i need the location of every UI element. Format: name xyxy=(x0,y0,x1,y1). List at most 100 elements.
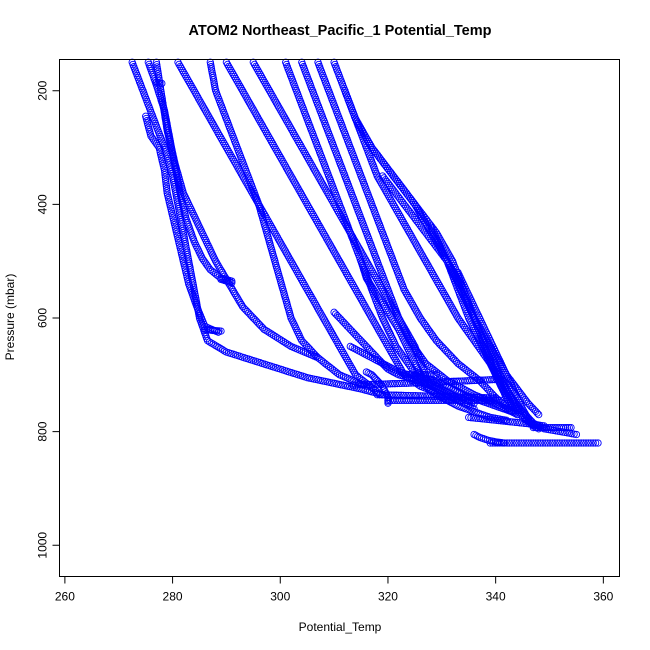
data-point xyxy=(577,439,585,447)
data-point xyxy=(505,439,514,447)
data-point xyxy=(272,231,280,239)
data-point xyxy=(386,346,394,355)
data-point xyxy=(326,326,334,334)
data-point xyxy=(220,347,229,355)
data-point xyxy=(412,396,420,405)
data-point xyxy=(394,208,402,217)
data-point xyxy=(416,392,424,400)
data-point xyxy=(162,180,170,188)
data-point xyxy=(459,396,467,405)
data-point xyxy=(372,289,380,298)
data-point xyxy=(328,245,337,253)
data-point xyxy=(352,115,360,123)
data-point xyxy=(252,111,261,119)
data-point xyxy=(488,416,496,424)
data-point xyxy=(449,396,457,405)
data-point xyxy=(511,407,519,415)
data-point xyxy=(413,243,422,251)
data-point xyxy=(393,344,402,352)
data-point xyxy=(340,265,348,273)
data-point xyxy=(510,439,518,447)
data-point xyxy=(355,292,363,300)
data-point xyxy=(383,306,391,315)
data-point xyxy=(185,78,194,87)
data-point xyxy=(472,414,480,422)
data-point xyxy=(175,60,183,69)
data-point xyxy=(442,294,451,302)
data-point xyxy=(307,292,315,300)
data-point xyxy=(330,247,338,255)
data-point xyxy=(207,117,216,125)
data-point xyxy=(548,439,557,447)
data-point xyxy=(256,70,264,79)
data-point xyxy=(502,388,511,396)
data-point xyxy=(203,337,212,345)
data-point xyxy=(300,279,308,288)
data-point xyxy=(398,216,407,225)
data-point xyxy=(432,371,441,379)
data-point xyxy=(230,158,239,166)
data-point xyxy=(395,210,403,219)
data-point xyxy=(212,257,220,265)
data-point xyxy=(423,323,431,332)
data-point xyxy=(270,227,278,235)
data-point xyxy=(275,335,284,343)
data-point xyxy=(378,391,386,399)
data-point xyxy=(373,275,381,284)
data-point xyxy=(307,206,315,215)
data-point xyxy=(520,407,528,415)
data-point xyxy=(258,74,267,83)
y-axis-label: Pressure (mbar) xyxy=(3,274,17,361)
data-point xyxy=(402,379,411,387)
data-point xyxy=(305,290,314,298)
data-point xyxy=(447,302,455,310)
data-point xyxy=(493,439,502,447)
data-point xyxy=(490,416,498,424)
data-point xyxy=(342,269,351,278)
data-point xyxy=(395,379,404,388)
data-point xyxy=(364,137,372,146)
data-point xyxy=(335,257,344,265)
data-point xyxy=(190,87,198,95)
data-point xyxy=(299,145,307,154)
data-point xyxy=(147,132,155,140)
data-point xyxy=(162,182,171,190)
data-point xyxy=(374,174,382,182)
data-point xyxy=(294,137,302,146)
data-point xyxy=(364,369,372,377)
data-point xyxy=(407,396,415,405)
data-point xyxy=(345,358,353,367)
data-point xyxy=(418,251,426,259)
data-point xyxy=(225,62,233,71)
data-point xyxy=(228,68,236,77)
data-point xyxy=(363,306,371,314)
plot-points xyxy=(128,58,602,447)
data-point xyxy=(276,105,284,113)
data-point xyxy=(505,397,513,405)
data-point xyxy=(466,396,474,405)
data-point xyxy=(278,241,286,249)
data-point xyxy=(400,354,408,362)
data-point xyxy=(311,214,319,223)
data-point xyxy=(380,184,388,192)
data-point xyxy=(386,312,395,320)
data-point xyxy=(525,420,533,428)
data-point xyxy=(216,265,224,273)
data-point xyxy=(381,304,390,313)
data-point xyxy=(499,417,507,425)
data-point xyxy=(292,265,300,273)
data-point xyxy=(267,137,276,146)
data-point xyxy=(418,396,427,405)
data-point xyxy=(390,352,398,361)
data-point xyxy=(285,253,293,261)
data-point xyxy=(217,133,225,142)
data-point xyxy=(473,396,481,405)
data-point xyxy=(287,125,296,133)
data-point xyxy=(391,320,399,328)
data-point xyxy=(325,324,333,332)
data-point xyxy=(461,323,469,332)
data-point xyxy=(518,405,527,413)
data-point xyxy=(378,332,386,340)
data-point xyxy=(268,139,277,148)
data-point xyxy=(319,229,327,237)
